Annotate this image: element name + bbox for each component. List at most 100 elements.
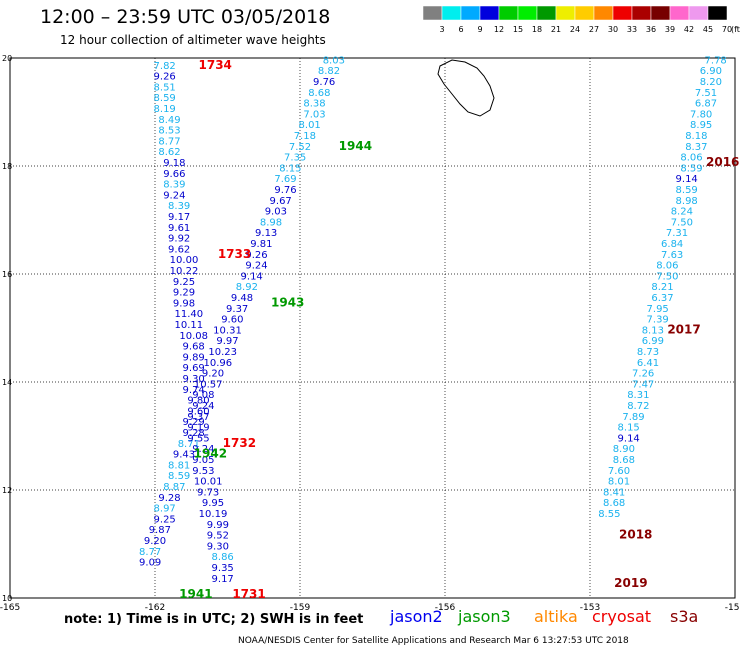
wave-height-value: 9.24 xyxy=(245,261,267,272)
wave-height-value: 10.19 xyxy=(199,509,228,520)
wave-height-value: 10.08 xyxy=(179,331,208,342)
x-tick-label: -150 xyxy=(725,603,740,613)
wave-height-value: 7.51 xyxy=(695,88,717,99)
wave-height-value: 6.37 xyxy=(651,293,673,304)
wave-height-value: 9.30 xyxy=(207,541,229,552)
wave-height-value: 10.31 xyxy=(213,325,242,336)
wave-height-value: 8.39 xyxy=(168,201,190,212)
wave-height-value: 9.76 xyxy=(313,77,335,88)
wave-height-value: 8.73 xyxy=(637,347,659,358)
wave-height-value: 8.55 xyxy=(598,509,620,520)
wave-height-value: 6.87 xyxy=(695,99,717,110)
wave-height-value: 9.60 xyxy=(187,406,209,417)
wave-height-value: 9.14 xyxy=(241,271,263,282)
wave-height-value: 7.60 xyxy=(608,466,630,477)
colorbar-label: 30 xyxy=(608,25,618,34)
y-tick-label: 12 xyxy=(2,486,12,495)
wave-height-value: 8.62 xyxy=(158,147,180,158)
chart-title: 12:00 – 23:59 UTC 03/05/2018 xyxy=(40,6,331,28)
wave-height-value: 9.17 xyxy=(168,212,190,223)
track-label: 1731 xyxy=(232,587,265,601)
wave-height-value: 7.80 xyxy=(690,109,712,120)
units-note: note: 1) Time is in UTC; 2) SWH is in fe… xyxy=(64,612,364,627)
wave-height-value: 7.47 xyxy=(632,379,654,390)
colorbar-label: 27 xyxy=(589,25,599,34)
colorbar-swatch xyxy=(460,5,481,21)
wave-height-value: 8.92 xyxy=(236,282,258,293)
wave-height-value: 9.25 xyxy=(173,277,195,288)
wave-height-value: 7.35 xyxy=(284,153,306,164)
wave-height-value: 6.99 xyxy=(642,336,664,347)
colorbar-swatch xyxy=(498,5,519,21)
y-tick-label: 14 xyxy=(2,378,12,387)
wave-height-value: 8.51 xyxy=(154,82,176,93)
wave-height-value: 8.38 xyxy=(303,99,325,110)
legend-jason2: jason2 xyxy=(390,607,443,626)
wave-height-value: 9.87 xyxy=(149,525,171,536)
wave-height-value: 7.26 xyxy=(632,369,654,380)
track-label: 2017 xyxy=(667,322,700,336)
wave-height-value: 9.20 xyxy=(144,536,166,547)
wave-height-value: 9.14 xyxy=(618,433,640,444)
wave-height-value: 9.61 xyxy=(168,223,190,234)
colorbar-swatch xyxy=(650,5,671,21)
colorbar-label: 70 xyxy=(722,25,732,34)
colorbar-swatch xyxy=(707,5,728,21)
colorbar-label: 12 xyxy=(494,25,504,34)
wave-height-value: 9.13 xyxy=(255,228,277,239)
wave-height-value: 7.82 xyxy=(154,61,176,72)
wave-height-value: 9.62 xyxy=(168,244,190,255)
wave-height-value: 8.20 xyxy=(700,77,722,88)
wave-height-value: 9.97 xyxy=(216,336,238,347)
wave-height-value: 7.31 xyxy=(666,228,688,239)
colorbar-label: 9 xyxy=(477,25,482,34)
wave-height-value: 8.06 xyxy=(656,261,678,272)
track-label: 1944 xyxy=(339,139,372,153)
colorbar-label: 6 xyxy=(458,25,463,34)
colorbar-label: 15 xyxy=(513,25,523,34)
wave-height-value: 8.15 xyxy=(618,423,640,434)
wave-height-value: 9.68 xyxy=(183,342,205,353)
wave-height-value: 9.08 xyxy=(192,390,214,401)
wave-height-value: 7.89 xyxy=(622,412,644,423)
wave-height-value: 8.13 xyxy=(642,325,664,336)
colorbar-swatch xyxy=(631,5,652,21)
wave-height-value: 8.53 xyxy=(158,126,180,137)
colorbar-label: 42 xyxy=(684,25,694,34)
track-label: 2019 xyxy=(614,576,647,590)
wave-height-value: 7.69 xyxy=(274,174,296,185)
wave-height-value: 9.17 xyxy=(212,574,234,585)
wave-height-value: 9.69 xyxy=(183,363,205,374)
colorbar-swatch xyxy=(441,5,462,21)
wave-height-value: 8.97 xyxy=(154,504,176,515)
plot-frame xyxy=(9,57,736,599)
wave-height-value: 9.60 xyxy=(221,315,243,326)
wave-height-value: 9.24 xyxy=(192,401,214,412)
wave-height-value: 9.25 xyxy=(154,514,176,525)
wave-height-value: 8.37 xyxy=(685,142,707,153)
colorbar-label: 21 xyxy=(551,25,561,34)
wave-height-value: 7.50 xyxy=(671,217,693,228)
y-tick-label: 10 xyxy=(2,594,12,603)
wave-height-value: 9.92 xyxy=(168,234,190,245)
colorbar-label: 39 xyxy=(665,25,675,34)
track-label: 1734 xyxy=(199,58,232,72)
colorbar-unit: (ft) xyxy=(731,25,740,34)
wave-height-value: 8.98 xyxy=(676,196,698,207)
wave-height-value: 9.29 xyxy=(173,288,195,299)
colorbar-label: 3 xyxy=(439,25,444,34)
track-label: 2016 xyxy=(706,155,739,169)
wave-height-value: 6.84 xyxy=(661,239,683,250)
colorbar-swatch xyxy=(612,5,633,21)
wave-height-value: 9.35 xyxy=(212,563,234,574)
wave-height-value: 10.00 xyxy=(170,255,199,266)
wave-height-value: 9.76 xyxy=(274,185,296,196)
colorbar-label: 33 xyxy=(627,25,637,34)
wave-height-value: 9.98 xyxy=(173,298,195,309)
wave-height-value: 9.37 xyxy=(187,412,209,423)
wave-height-value: 8.15 xyxy=(279,163,301,174)
wave-height-value: 9.19 xyxy=(187,423,209,434)
wave-height-value: 9.43 xyxy=(173,450,195,461)
wave-height-value: 9.03 xyxy=(265,207,287,218)
wave-height-value: 8.81 xyxy=(168,460,190,471)
